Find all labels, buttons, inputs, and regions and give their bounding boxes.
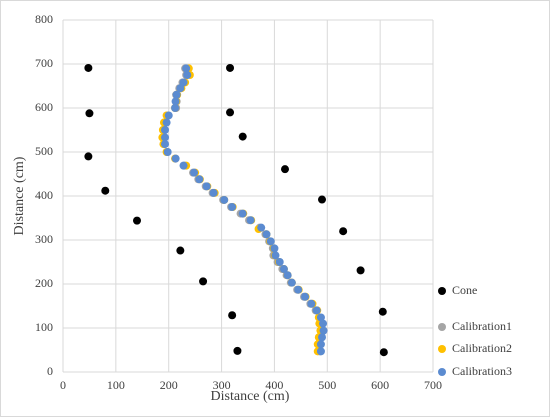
y-tick-label: 400 [35, 188, 53, 202]
point [356, 266, 365, 275]
legend-label: Calibration3 [452, 364, 512, 378]
point [233, 346, 242, 355]
point [271, 251, 280, 260]
point [228, 203, 237, 211]
point [266, 237, 275, 246]
point [162, 118, 171, 127]
point [294, 285, 303, 294]
point [257, 223, 266, 232]
point [283, 271, 292, 280]
x-tick-label: 600 [371, 378, 389, 392]
point [307, 299, 316, 308]
y-tick-label: 300 [35, 232, 53, 246]
point [176, 84, 185, 93]
legend-label: Calibration2 [452, 341, 512, 355]
point [84, 63, 93, 72]
point [312, 306, 321, 315]
point [179, 161, 188, 170]
x-tick-label: 500 [318, 378, 336, 392]
legend-marker [438, 345, 446, 353]
point [101, 186, 110, 195]
y-tick-label: 500 [35, 144, 53, 158]
point [226, 63, 235, 72]
point [171, 104, 180, 112]
point [176, 246, 185, 255]
point [238, 132, 247, 141]
legend-marker [438, 368, 446, 376]
point [171, 154, 180, 163]
point [199, 277, 208, 286]
y-tick-label: 200 [35, 276, 53, 290]
point [182, 64, 191, 73]
point [226, 108, 235, 117]
point [164, 111, 173, 120]
point [319, 326, 328, 335]
point [163, 148, 172, 156]
x-tick-label: 200 [160, 378, 178, 392]
point [316, 347, 325, 356]
x-tick-label: 0 [60, 378, 66, 392]
x-tick-label: 100 [107, 378, 125, 392]
point [183, 71, 192, 79]
point [171, 97, 180, 106]
point [319, 319, 328, 328]
y-tick-label: 0 [47, 364, 53, 378]
y-axis-title: Distance (cm) [12, 156, 27, 235]
point [339, 227, 348, 236]
point [316, 340, 325, 349]
point [172, 90, 181, 99]
point [202, 182, 211, 191]
point [270, 244, 279, 253]
point [161, 126, 170, 134]
point [287, 278, 296, 287]
point [161, 133, 170, 142]
point [275, 258, 284, 266]
point [318, 195, 326, 204]
legend-marker [438, 287, 446, 295]
point [262, 230, 271, 239]
x-axis-title: Distance (cm) [211, 389, 290, 404]
legend-label: Calibration1 [452, 319, 512, 333]
point [190, 168, 199, 177]
point [220, 195, 229, 204]
y-tick-label: 100 [35, 320, 53, 334]
point [238, 209, 247, 218]
point [133, 216, 141, 225]
legend-label: Cone [452, 283, 477, 297]
y-tick-label: 600 [35, 100, 53, 114]
point [228, 311, 237, 320]
point [85, 109, 94, 118]
point [316, 313, 325, 322]
point [84, 152, 93, 161]
x-tick-label: 300 [213, 378, 231, 392]
point [161, 140, 170, 149]
point [209, 188, 218, 197]
point [301, 292, 310, 301]
y-tick-label: 700 [35, 56, 53, 70]
point [379, 348, 388, 357]
x-tick-label: 700 [424, 378, 442, 392]
point [378, 307, 387, 316]
point [281, 165, 289, 174]
legend-marker [438, 323, 446, 331]
point [246, 216, 255, 225]
point [195, 175, 204, 184]
x-tick-label: 400 [265, 378, 283, 392]
point [279, 265, 288, 274]
y-tick-label: 800 [35, 12, 53, 26]
point [318, 333, 326, 342]
